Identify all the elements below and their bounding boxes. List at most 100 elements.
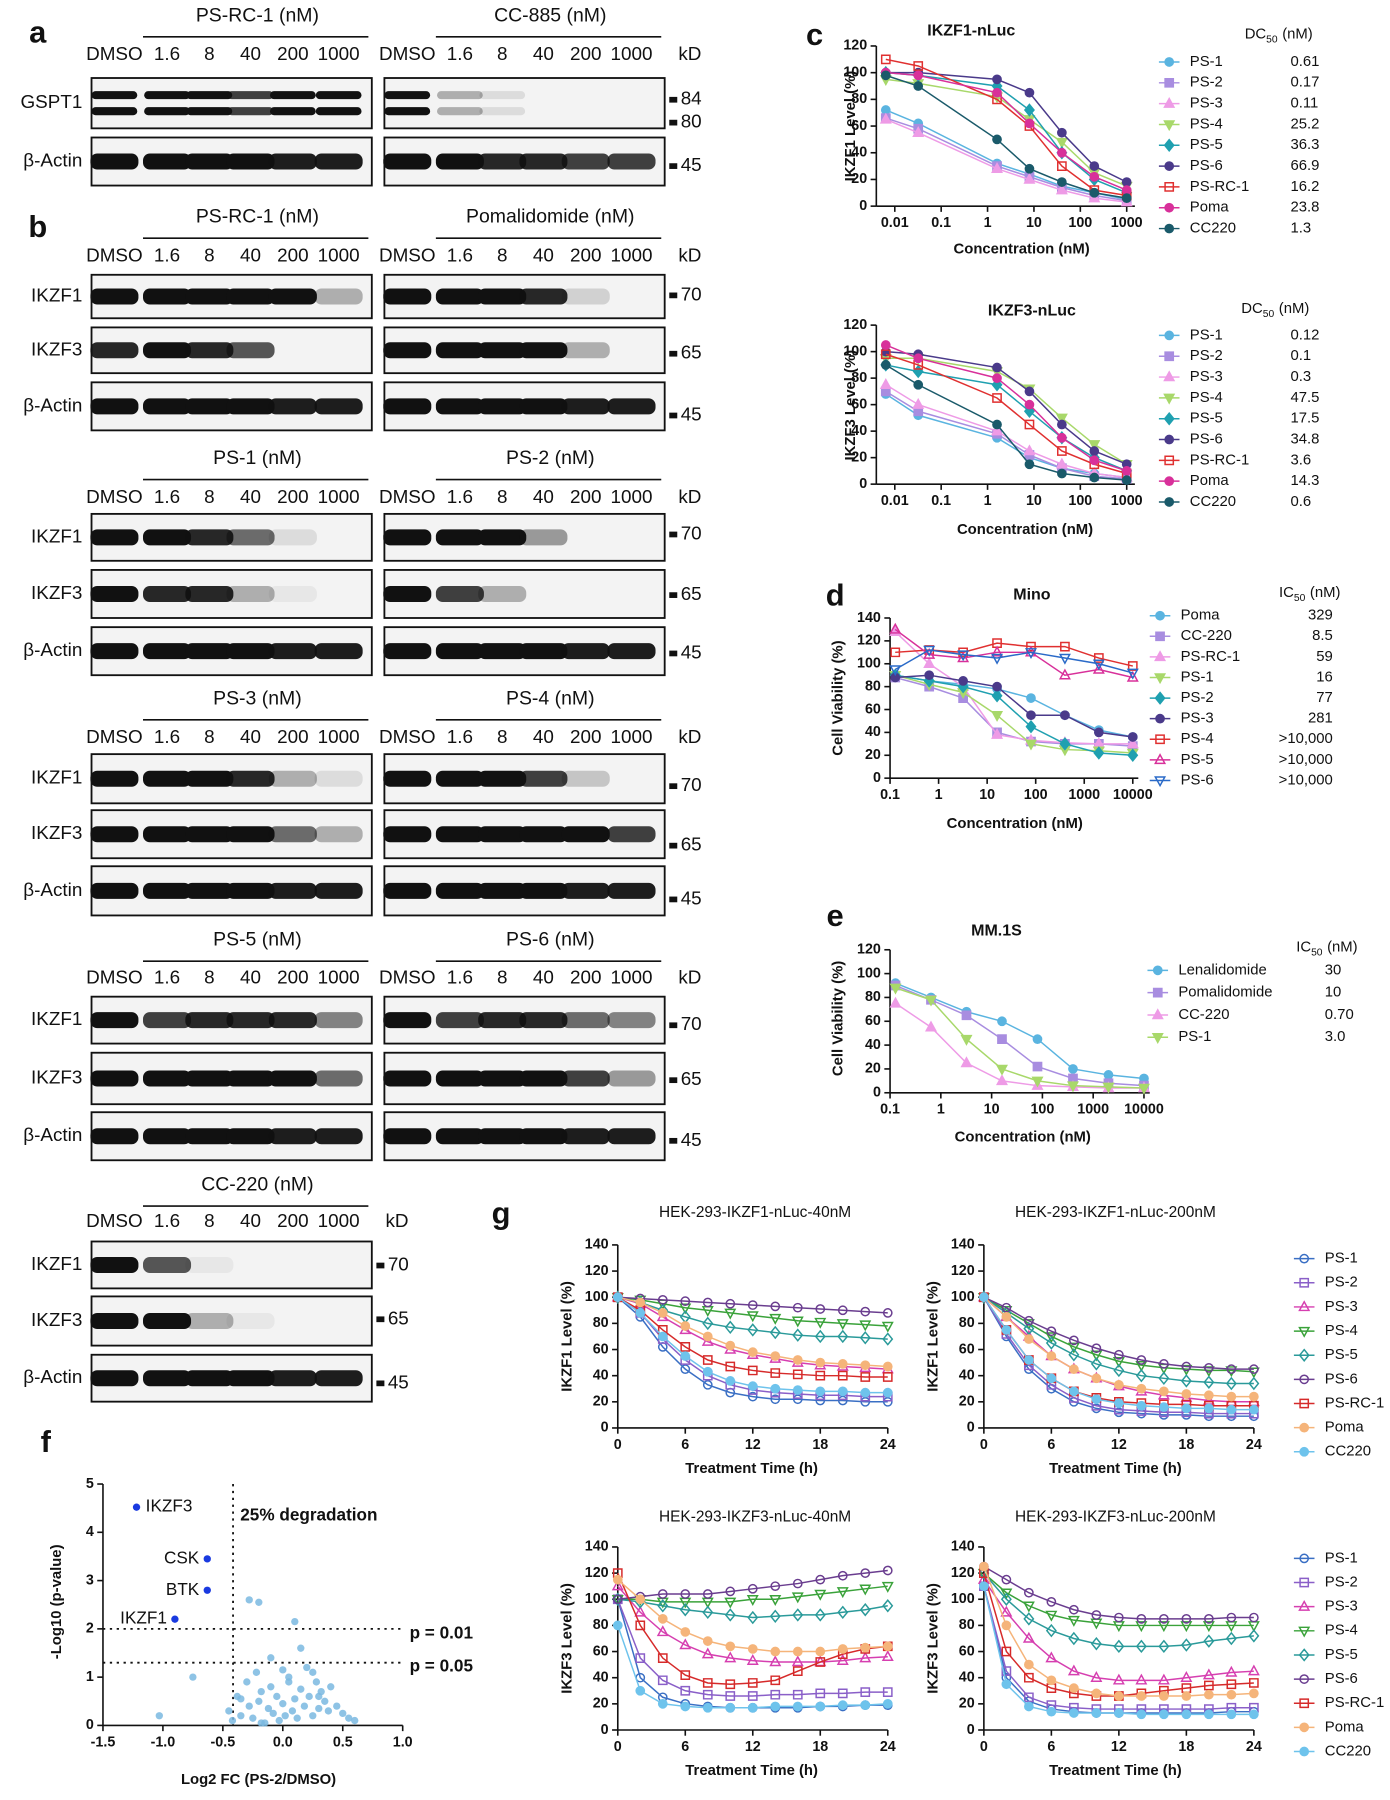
legend-label: PS-5 (1190, 411, 1223, 427)
blot-band (478, 1070, 527, 1087)
data-point (978, 1566, 990, 1580)
y-tick-label: 20 (851, 171, 867, 187)
annotation: 25% degradation (240, 1505, 377, 1525)
lane-label: 8 (204, 486, 215, 507)
data-point (635, 1308, 646, 1318)
lane-label: 8 (204, 43, 215, 64)
legend-marker (1299, 1277, 1310, 1288)
lane-label: DMSO (379, 244, 436, 265)
y-tick-label: 100 (857, 656, 881, 672)
x-tick-label: 10000 (1124, 1102, 1164, 1118)
y-tick-label: 20 (851, 449, 867, 465)
legend-label: PS-RC-1 (1325, 1395, 1384, 1411)
data-point (1114, 1398, 1124, 1408)
data-point (770, 1646, 781, 1657)
data-point (1203, 1403, 1214, 1414)
y-tick-label: 120 (585, 1565, 609, 1581)
data-point (657, 1331, 668, 1342)
data-point (1203, 1709, 1214, 1720)
data-point (701, 1647, 714, 1659)
blot-box (90, 77, 373, 130)
data-point (1024, 399, 1035, 410)
y-tick-label: 40 (593, 1367, 609, 1383)
data-point (890, 647, 901, 658)
data-point (882, 1396, 893, 1407)
data-point (1058, 668, 1071, 680)
y-tick-label: 60 (865, 701, 881, 717)
lane-label: 200 (277, 43, 308, 64)
data-point (1159, 1613, 1169, 1624)
data-point (293, 1714, 301, 1722)
data-point (701, 1334, 714, 1346)
data-point (1024, 459, 1035, 470)
data-point (679, 1602, 691, 1617)
data-point (837, 1386, 848, 1397)
blot-band (90, 1012, 139, 1029)
x-tick-label: 1000 (1111, 215, 1143, 231)
series-line (983, 1296, 1254, 1385)
data-point (1248, 1709, 1259, 1720)
data-point (837, 1605, 849, 1620)
marker-tick (669, 783, 678, 790)
blot-row-label: IKZF1 (31, 767, 82, 788)
chart-title: HEK-293-IKZF3-nLuc-40nM (659, 1508, 851, 1525)
y-tick-label: 120 (857, 633, 881, 649)
blot-band (186, 107, 233, 116)
y-tick-label: 20 (865, 1061, 881, 1077)
legend-marker (1298, 1300, 1311, 1312)
y-axis-label: IKZF1 Level (%) (843, 71, 859, 182)
data-point (770, 1368, 781, 1378)
data-point (725, 1691, 736, 1701)
data-point (1226, 1391, 1237, 1402)
data-point (860, 1387, 871, 1398)
series-line (895, 674, 1133, 738)
x-tick-label: 1000 (1068, 787, 1100, 803)
x-tick-label: -0.5 (211, 1734, 236, 1750)
data-point (792, 1666, 803, 1677)
data-point (792, 1355, 803, 1365)
y-tick-label: 80 (865, 678, 881, 694)
data-point (991, 689, 1003, 703)
series-line (617, 1598, 888, 1619)
data-point (1225, 1631, 1237, 1646)
data-point (724, 1320, 736, 1335)
data-point (836, 1587, 849, 1599)
data-point (1136, 1400, 1147, 1411)
legend-header-unit: (nM) (1279, 301, 1310, 317)
data-point (680, 1701, 691, 1712)
data-point (814, 1317, 827, 1329)
data-point (880, 54, 891, 65)
data-point (792, 1578, 803, 1589)
data-point (836, 1654, 849, 1665)
data-point (1126, 668, 1139, 680)
blot-band (185, 288, 234, 305)
data-point (991, 710, 1004, 722)
blot-band (519, 342, 568, 359)
blot-band (90, 342, 139, 359)
data-point (1055, 137, 1068, 149)
x-tick-label: 6 (681, 1739, 689, 1755)
blot-band (607, 398, 656, 415)
panel-label: b (28, 209, 47, 244)
blot-band (607, 153, 656, 170)
data-point (1121, 475, 1132, 486)
lane-label: DMSO (86, 43, 143, 64)
data-point (1090, 1636, 1102, 1651)
data-point (1001, 1679, 1012, 1690)
series-line (983, 1579, 1254, 1682)
lane-label: 1.6 (447, 726, 473, 747)
data-point (309, 1668, 317, 1676)
legend-marker (1154, 753, 1167, 765)
x-tick-label: 12 (1111, 1437, 1127, 1453)
blot-band (561, 1070, 610, 1087)
legend-label: CC220 (1190, 220, 1236, 236)
data-point (245, 1596, 253, 1604)
legend-stat: 281 (1308, 711, 1333, 727)
blot-band (383, 1128, 432, 1145)
blot-band (269, 91, 316, 100)
data-point (1135, 1368, 1147, 1383)
blot-band (607, 882, 656, 899)
legend-stat: >10,000 (1279, 772, 1333, 788)
blot-band (143, 529, 192, 546)
legend-stat: >10,000 (1279, 752, 1333, 768)
